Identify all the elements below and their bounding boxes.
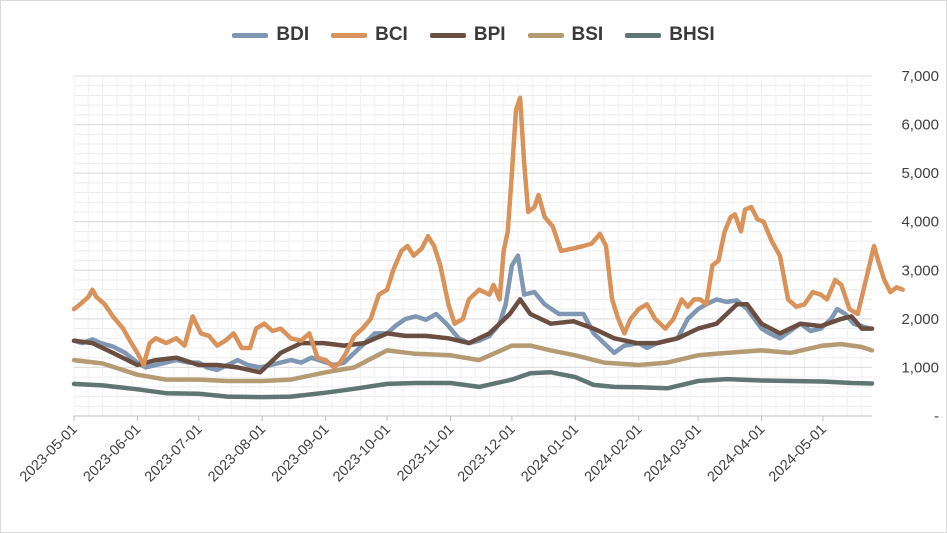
x-tick-label: 2023-10-01 <box>330 422 394 486</box>
legend-label: BHSI <box>669 24 715 45</box>
x-tick-label: 2023-05-01 <box>17 422 81 486</box>
legend-swatch <box>331 32 368 38</box>
x-tick-label: 2024-03-01 <box>641 422 705 486</box>
series-line-bci <box>71 95 905 370</box>
legend-swatch <box>527 32 564 38</box>
series-line-bhsi <box>71 370 875 400</box>
series-line-bsi <box>71 341 875 384</box>
y-tick-label: 6,000 <box>901 117 939 134</box>
legend-item-bpi: BPI <box>429 24 506 46</box>
legend-label: BPI <box>473 24 506 45</box>
y-tick-label: 7,000 <box>901 68 939 85</box>
x-tick-label: 2024-05-01 <box>766 422 830 486</box>
x-tick-label: 2023-12-01 <box>455 422 519 486</box>
x-tick-label: 2024-01-01 <box>518 422 582 486</box>
y-tick-label: 1,000 <box>901 359 939 376</box>
x-tick-label: 2024-02-01 <box>582 422 646 486</box>
legend-swatch <box>429 32 466 38</box>
x-tick-label: 2023-09-01 <box>269 422 333 486</box>
y-tick-label: 4,000 <box>901 214 939 231</box>
y-tick-label: 2,000 <box>901 311 939 328</box>
legend-label: BSI <box>571 24 604 45</box>
x-tick-label: 2023-11-01 <box>394 422 457 485</box>
legend-label: BCI <box>375 24 408 45</box>
legend-swatch <box>625 32 662 38</box>
y-tick-label: - <box>934 408 939 425</box>
y-tick-label: 3,000 <box>901 262 939 279</box>
legend-item-bci: BCI <box>331 24 408 46</box>
x-tick-label: 2023-08-01 <box>205 422 269 486</box>
legend-swatch <box>232 32 269 38</box>
chart-legend: BDI BCI BPI BSI BHSI <box>0 20 947 50</box>
legend-item-bdi: BDI <box>232 24 309 46</box>
x-tick-label: 2023-06-01 <box>80 422 144 486</box>
x-tick-label: 2023-07-01 <box>142 422 206 486</box>
y-tick-label: 5,000 <box>901 165 939 182</box>
legend-item-bhsi: BHSI <box>625 24 715 46</box>
legend-label: BDI <box>276 24 310 45</box>
x-tick-label: 2024-04-01 <box>705 422 769 486</box>
legend-item-bsi: BSI <box>527 24 604 46</box>
series-line-bpi <box>71 297 875 375</box>
